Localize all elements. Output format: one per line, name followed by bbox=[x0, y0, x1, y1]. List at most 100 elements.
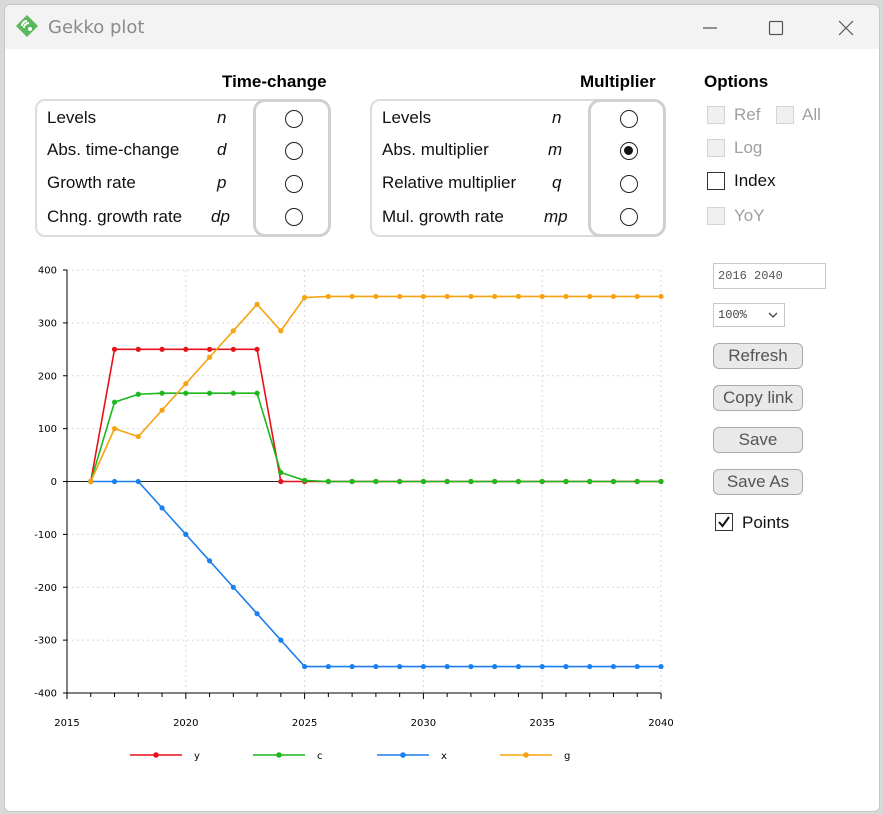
data-point-x bbox=[349, 663, 355, 670]
data-point-x bbox=[183, 531, 189, 537]
data-point-x bbox=[111, 478, 118, 485]
radio-levels[interactable] bbox=[285, 110, 303, 128]
data-point-x bbox=[658, 663, 664, 670]
row-label: Growth rate bbox=[47, 173, 136, 192]
y-tick-label: -300 bbox=[34, 636, 57, 647]
data-point-x bbox=[278, 637, 284, 643]
data-point-c bbox=[206, 390, 213, 396]
close-button[interactable] bbox=[823, 13, 869, 43]
row-label: Levels bbox=[47, 108, 97, 127]
period-input[interactable]: 2016 2040 bbox=[713, 263, 826, 289]
data-point-g bbox=[135, 433, 141, 440]
radio-abs-time-change[interactable] bbox=[285, 142, 303, 160]
ref-checkbox[interactable] bbox=[707, 106, 725, 124]
data-point-x bbox=[515, 663, 522, 670]
data-point-g bbox=[539, 293, 545, 300]
window-title: Gekko plot bbox=[48, 17, 145, 38]
chevron-down-icon bbox=[768, 312, 778, 318]
radio-growth-rate[interactable] bbox=[285, 175, 303, 193]
x-tick-label: 2030 bbox=[411, 718, 436, 729]
time-change-panel: Levels n Abs. time-change d Growth rate … bbox=[35, 99, 331, 237]
minimize-icon bbox=[703, 27, 717, 29]
y-tick-label: -400 bbox=[34, 689, 57, 700]
data-point-x bbox=[634, 663, 640, 670]
y-tick-label: 100 bbox=[38, 424, 57, 435]
data-point-y bbox=[135, 346, 141, 352]
index-checkbox[interactable] bbox=[707, 172, 725, 190]
data-point-c bbox=[373, 478, 379, 485]
data-point-y bbox=[230, 346, 236, 352]
data-point-x bbox=[302, 663, 308, 670]
data-point-g bbox=[254, 301, 260, 307]
data-point-g bbox=[420, 293, 426, 300]
save-button[interactable]: Save bbox=[713, 427, 803, 453]
refresh-button[interactable]: Refresh bbox=[713, 343, 803, 369]
data-point-g bbox=[206, 354, 213, 360]
data-point-g bbox=[587, 293, 593, 300]
legend-marker-g bbox=[523, 752, 529, 758]
legend-label-x: x bbox=[441, 751, 447, 762]
data-point-g bbox=[634, 293, 640, 300]
radio-mult-levels[interactable] bbox=[620, 110, 638, 128]
data-point-y bbox=[206, 346, 213, 352]
data-point-c bbox=[397, 478, 403, 485]
log-checkbox[interactable] bbox=[707, 139, 725, 157]
yoy-checkbox[interactable] bbox=[707, 207, 725, 225]
data-point-g bbox=[397, 293, 403, 300]
gekko-logo-icon bbox=[16, 15, 38, 37]
data-point-y bbox=[254, 346, 260, 352]
data-point-x bbox=[254, 611, 260, 617]
row-code: mp bbox=[544, 207, 568, 226]
zoom-select[interactable]: 100% bbox=[713, 303, 785, 327]
data-point-g bbox=[468, 293, 474, 300]
data-point-g bbox=[349, 293, 355, 300]
data-point-x bbox=[325, 663, 331, 670]
data-point-c bbox=[135, 391, 141, 397]
series-line-y bbox=[89, 348, 661, 483]
series-line-x bbox=[90, 480, 661, 668]
radio-abs-multiplier[interactable] bbox=[620, 142, 638, 160]
y-tick-label: 400 bbox=[38, 266, 57, 277]
data-point-c bbox=[634, 478, 640, 485]
copy-link-button[interactable]: Copy link bbox=[713, 385, 803, 411]
yoy-label: YoY bbox=[734, 206, 765, 225]
points-checkbox[interactable] bbox=[715, 513, 733, 531]
checkmark-icon bbox=[718, 516, 730, 528]
data-point-x bbox=[492, 663, 498, 670]
options-title: Options bbox=[704, 72, 769, 91]
all-checkbox[interactable] bbox=[776, 106, 794, 124]
time-change-radio-group bbox=[253, 99, 331, 237]
data-point-c bbox=[563, 478, 569, 485]
radio-mul-growth-rate[interactable] bbox=[620, 208, 638, 226]
data-point-c bbox=[230, 390, 236, 396]
maximize-button[interactable] bbox=[753, 13, 799, 43]
multiplier-panel: Levels n Abs. multiplier m Relative mult… bbox=[370, 99, 666, 237]
data-point-c bbox=[159, 390, 165, 396]
data-point-x bbox=[587, 663, 593, 670]
save-as-button[interactable]: Save As bbox=[713, 469, 803, 495]
radio-relative-multiplier[interactable] bbox=[620, 175, 638, 193]
radio-chng-growth-rate[interactable] bbox=[285, 208, 303, 226]
data-point-x bbox=[397, 663, 403, 670]
data-point-g bbox=[111, 426, 118, 432]
data-point-c bbox=[302, 477, 308, 484]
data-point-x bbox=[420, 663, 426, 670]
data-point-c bbox=[587, 478, 593, 485]
row-code: n bbox=[552, 108, 562, 127]
y-tick-label: 0 bbox=[51, 477, 57, 488]
data-point-g bbox=[610, 293, 617, 300]
title-bar[interactable]: Gekko plot bbox=[5, 5, 879, 49]
x-tick-label: 2040 bbox=[648, 718, 673, 729]
data-point-x bbox=[468, 663, 474, 670]
series-line-g bbox=[90, 295, 661, 482]
minimize-button[interactable] bbox=[687, 13, 733, 43]
plot-area: 400 300 200 100 0 -100 -200 -300 -400 2015 2020 202… bbox=[5, 255, 695, 795]
legend-marker-y bbox=[153, 752, 159, 758]
data-point-c bbox=[325, 478, 331, 485]
legend-marker-x bbox=[400, 752, 406, 758]
y-tick-label: 200 bbox=[38, 371, 57, 382]
data-point-g bbox=[492, 293, 498, 300]
data-point-x bbox=[159, 505, 165, 511]
y-tick-label: 300 bbox=[38, 318, 57, 329]
x-tick-label: 2015 bbox=[54, 718, 79, 729]
